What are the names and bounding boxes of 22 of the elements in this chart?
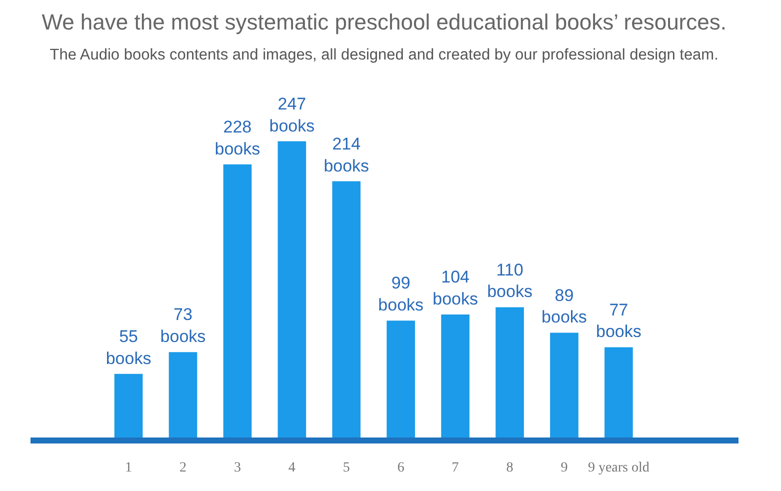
x-tick-label: 9 years old — [588, 460, 650, 476]
data-label: 99 books — [378, 274, 424, 315]
data-label: 89 books — [542, 286, 587, 327]
x-tick-label: 8 — [506, 460, 514, 476]
chart-subtitle: The Audio books contents and images, all designed and created by our professional design team. — [50, 46, 718, 64]
data-label: 55 books — [106, 327, 152, 368]
x-tick-label: 4 — [288, 460, 296, 476]
x-tick-label: 3 — [234, 460, 241, 476]
x-tick-label: 6 — [397, 460, 404, 476]
x-tick-label: 9 — [560, 460, 568, 476]
x-tick-label: 1 — [125, 460, 132, 476]
data-label: 228 books — [214, 117, 260, 158]
data-label: 104 books — [432, 268, 478, 309]
data-label: 110 books — [487, 260, 532, 302]
x-tick-label: 5 — [342, 460, 350, 476]
x-tick-label: 2 — [179, 460, 186, 476]
data-label: 77 books — [596, 300, 642, 342]
x-tick-label: 7 — [452, 460, 459, 476]
data-label: 247 books — [269, 94, 315, 136]
chart-title: We have the most systematic preschool educational books’ resources. — [42, 10, 726, 34]
data-label: 73 books — [160, 305, 206, 346]
data-label: 214 books — [324, 134, 370, 176]
